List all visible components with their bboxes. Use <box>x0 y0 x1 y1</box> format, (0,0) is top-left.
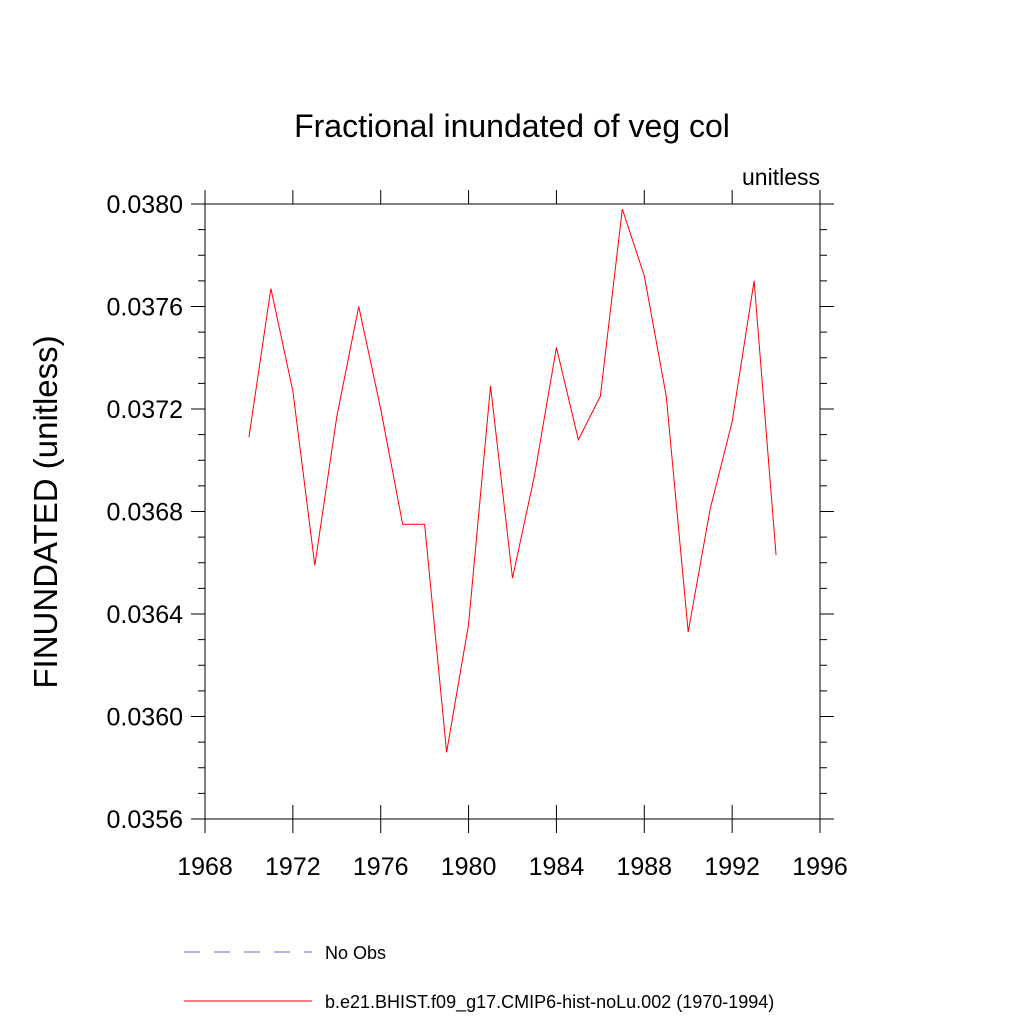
y-tick-label: 0.0360 <box>107 704 183 732</box>
x-tick-label: 1996 <box>792 853 848 881</box>
legend-label: No Obs <box>325 943 386 963</box>
legend: No Obs b.e21.BHIST.f09_g17.CMIP6-hist-noL… <box>184 943 774 1013</box>
chart-units-label: unitless <box>742 164 820 190</box>
x-tick-label: 1988 <box>616 853 672 881</box>
y-tick-label: 0.0380 <box>107 191 183 219</box>
x-tick-label: 1968 <box>177 853 233 881</box>
x-tick-label: 1976 <box>353 853 409 881</box>
series-line-1 <box>248 208 777 753</box>
y-tick-label: 0.0368 <box>107 499 183 527</box>
chart-title: Fractional inundated of veg col <box>294 108 730 144</box>
y-tick-label: 0.0364 <box>107 601 184 629</box>
plot-area: 1968 1972 1976 1980 1984 1988 1992 1996 0.0356 0.… <box>107 190 848 881</box>
x-tick-label: 1980 <box>441 853 497 881</box>
y-tick-label: 0.0372 <box>107 396 183 424</box>
x-tick-label: 1992 <box>704 853 760 881</box>
y-tick-label: 0.0376 <box>107 294 183 322</box>
y-axis-label: FINUNDATED (unitless) <box>27 335 64 688</box>
plot-frame <box>204 203 821 820</box>
y-tick-label: 0.0356 <box>107 806 183 834</box>
x-tick-label: 1972 <box>265 853 321 881</box>
x-tick-label: 1984 <box>529 853 585 881</box>
legend-label: b.e21.BHIST.f09_g17.CMIP6-hist-noLu.002 … <box>325 992 774 1013</box>
